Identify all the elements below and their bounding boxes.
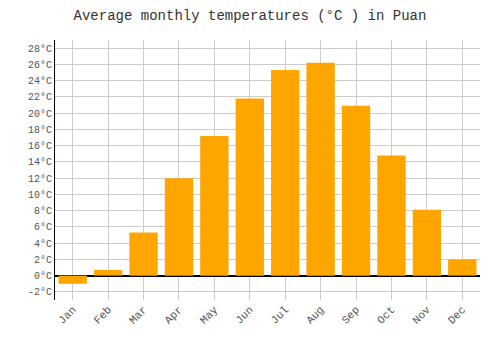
svg-text:6°C: 6°C xyxy=(34,222,52,233)
svg-text:Oct: Oct xyxy=(375,304,397,326)
svg-text:Jan: Jan xyxy=(56,304,78,326)
svg-text:Aug: Aug xyxy=(304,304,326,326)
svg-text:14°C: 14°C xyxy=(28,157,52,168)
svg-text:28°C: 28°C xyxy=(28,44,52,55)
svg-text:Mar: Mar xyxy=(127,304,149,326)
svg-text:Feb: Feb xyxy=(92,304,114,326)
svg-text:0°C: 0°C xyxy=(34,271,52,282)
svg-text:-2°C: -2°C xyxy=(28,287,52,298)
svg-text:Apr: Apr xyxy=(162,304,184,326)
svg-text:8°C: 8°C xyxy=(34,206,52,217)
svg-text:May: May xyxy=(198,304,221,327)
svg-text:Nov: Nov xyxy=(410,304,433,327)
svg-text:2°C: 2°C xyxy=(34,255,52,266)
svg-text:16°C: 16°C xyxy=(28,141,52,152)
svg-text:26°C: 26°C xyxy=(28,60,52,71)
svg-text:Average monthly temperatures (: Average monthly temperatures (°C ) in Pu… xyxy=(74,8,427,24)
svg-text:Dec: Dec xyxy=(446,304,468,326)
svg-text:4°C: 4°C xyxy=(34,239,52,250)
svg-text:20°C: 20°C xyxy=(28,109,52,120)
svg-text:12°C: 12°C xyxy=(28,174,52,185)
svg-text:18°C: 18°C xyxy=(28,125,52,136)
svg-text:Sep: Sep xyxy=(340,304,362,326)
svg-text:Jul: Jul xyxy=(269,304,291,326)
svg-text:Jun: Jun xyxy=(233,304,255,326)
svg-text:24°C: 24°C xyxy=(28,76,52,87)
svg-text:10°C: 10°C xyxy=(28,190,52,201)
svg-text:22°C: 22°C xyxy=(28,92,52,103)
